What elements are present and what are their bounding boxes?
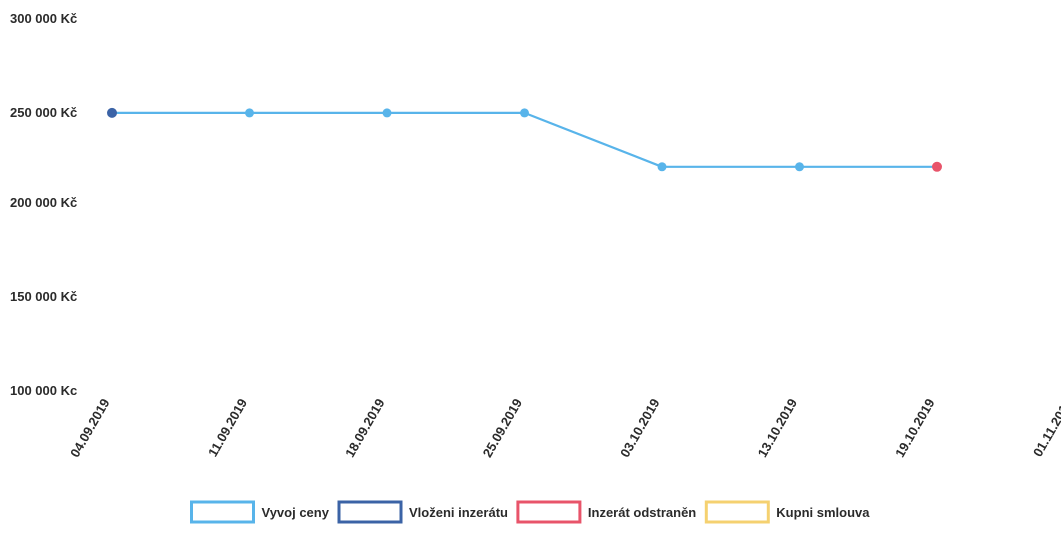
y-tick-label-300000: 300 000 Kč bbox=[10, 11, 77, 26]
y-tick-label-250000: 250 000 Kč bbox=[10, 105, 77, 120]
data-point-vlozeni-inzeratu-0 bbox=[107, 107, 117, 118]
data-point-vyvoj-ceny-3 bbox=[520, 108, 529, 118]
data-point-vyvoj-ceny-2 bbox=[382, 108, 392, 118]
y-tick-label-200000: 200 000 Kč bbox=[10, 195, 77, 210]
plot-points bbox=[107, 107, 942, 172]
x-tick-label-5: 13.10.2019 bbox=[755, 396, 801, 460]
plot-lines bbox=[112, 111, 937, 168]
data-point-vyvoj-ceny-1 bbox=[245, 108, 254, 118]
y-tick-label-100000: 100 000 Kc bbox=[10, 383, 77, 398]
legend-label-vyvoj-ceny: Vyvoj ceny bbox=[262, 505, 330, 520]
x-axis: 04.09.2019 11.09.2019 18.09.2019 25.09.2019… bbox=[67, 396, 1061, 460]
legend-swatch-vyvoj-ceny bbox=[190, 500, 255, 524]
legend-label-vlozeni-inzeratu: Vloženi inzerátu bbox=[409, 505, 508, 520]
y-axis: 300 000 Kč 250 000 Kč 200 000 Kč 150 000… bbox=[10, 11, 77, 398]
x-tick-label-0: 04.09.2019 bbox=[67, 396, 113, 460]
legend-swatch-inzerat-odstranen bbox=[516, 500, 582, 524]
legend: Vyvoj ceny Vloženi inzerátu Inzerát odstra… bbox=[190, 500, 870, 524]
x-tick-label-7: 01.11.2019 bbox=[1030, 396, 1061, 459]
x-tick-label-1: 11.09.2019 bbox=[205, 396, 250, 459]
series-line-vyvoj-ceny bbox=[112, 111, 937, 168]
legend-swatch-vlozeni-inzeratu bbox=[337, 500, 403, 524]
x-tick-label-6: 19.10.2019 bbox=[892, 396, 938, 460]
legend-label-kupni-smlouva: Kupni smlouva bbox=[776, 505, 870, 520]
y-tick-label-150000: 150 000 Kč bbox=[10, 289, 77, 304]
data-point-inzerat-odstranen-6 bbox=[932, 161, 942, 172]
x-tick-label-3: 25.09.2019 bbox=[480, 396, 526, 460]
data-point-vyvoj-ceny-5 bbox=[795, 162, 804, 172]
x-tick-label-2: 18.09.2019 bbox=[342, 396, 388, 460]
data-point-vyvoj-ceny-4 bbox=[657, 162, 667, 172]
legend-swatch-kupni-smlouva bbox=[704, 500, 770, 524]
x-tick-label-4: 03.10.2019 bbox=[617, 396, 663, 460]
legend-label-inzerat-odstranen: Inzerát odstraněn bbox=[588, 505, 696, 520]
